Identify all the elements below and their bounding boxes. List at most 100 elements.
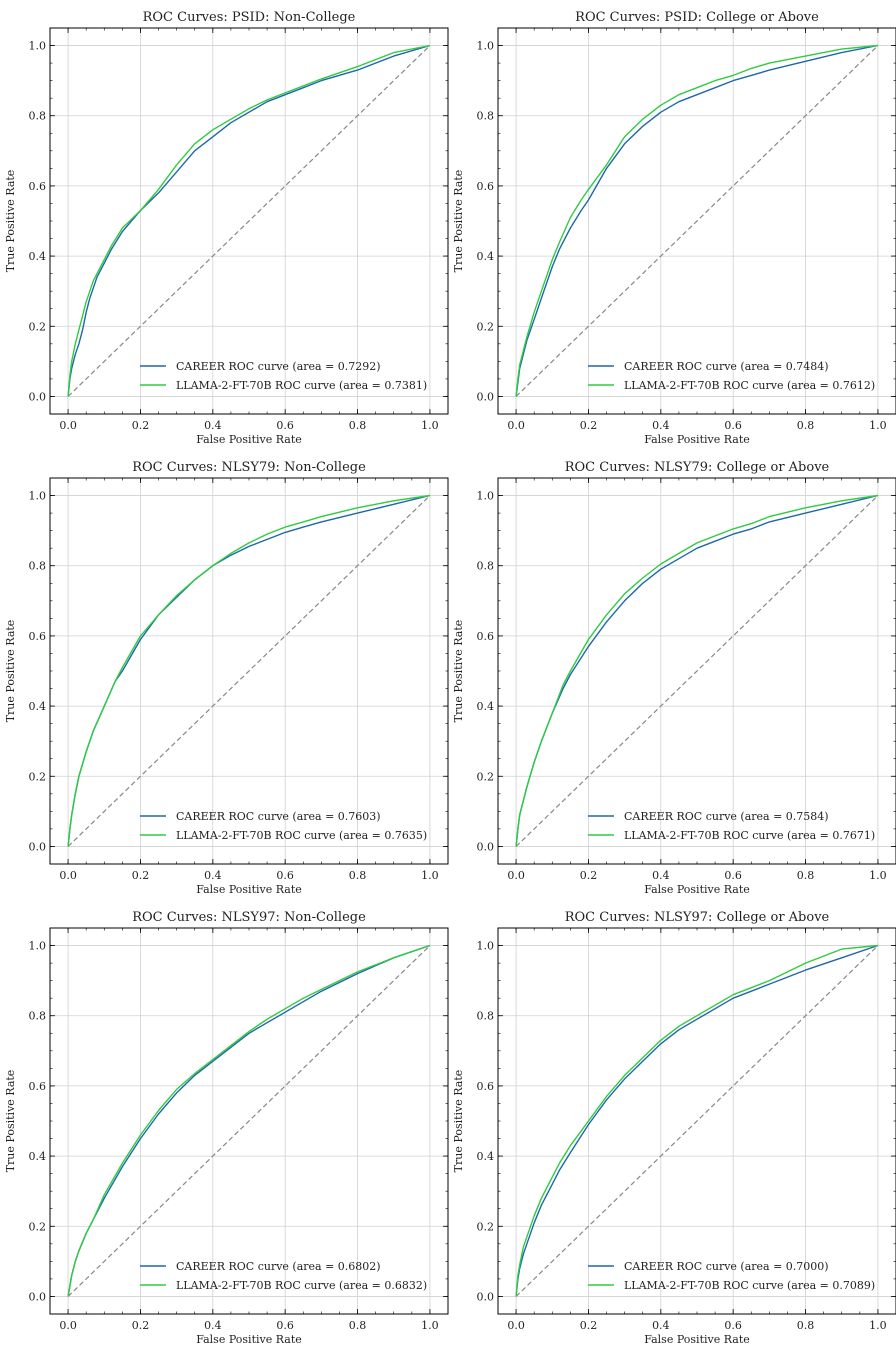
chart-title: ROC Curves: PSID: Non-College [143,10,356,25]
x-tick-label: 0.4 [652,869,670,882]
axes-frame [497,927,896,1315]
legend-label: LLAMA-2-FT-70B ROC curve (area = 0.7635) [176,829,427,842]
y-tick-label: 0.2 [29,1220,47,1233]
roc-panel: 0.0 0.2 0.4 0.6 0.8 1.0 0.0 0.2 0.4 0.6 0.8 1.0 ROC … [4,460,449,896]
x-tick-label: 0.4 [204,419,222,432]
y-tick-label: 0.4 [29,700,47,713]
roc-panel: 0.0 0.2 0.4 0.6 0.8 1.0 0.0 0.2 0.4 0.6 0.8 1.0 ROC … [452,910,896,1346]
legend-label: CAREER ROC curve (area = 0.6802) [176,1260,381,1273]
y-tick-label: 0.2 [477,320,495,333]
x-tick-label: 0.8 [349,869,367,882]
x-tick-label: 0.2 [580,869,598,882]
chart-title: ROC Curves: NLSY97: Non-College [132,910,366,925]
y-tick-label: 0.0 [29,390,47,403]
roc-panel: 0.0 0.2 0.4 0.6 0.8 1.0 0.0 0.2 0.4 0.6 0.8 1.0 ROC … [452,460,896,896]
diagonal-reference-line [515,495,879,847]
x-tick-label: 1.0 [869,419,887,432]
legend-label: CAREER ROC curve (area = 0.7484) [624,360,829,373]
x-tick-label: 0.2 [132,419,150,432]
series-line-llama [67,44,431,397]
legend: CAREER ROC curve (area = 0.7603) LLAMA-2-… [140,810,427,842]
roc-panel: 0.0 0.2 0.4 0.6 0.8 1.0 0.0 0.2 0.4 0.6 0.8 1.0 ROC … [452,10,896,446]
x-tick-label: 0.6 [276,419,294,432]
y-tick-label: 0.8 [29,110,47,123]
y-axis-label: True Positive Rate [4,1070,17,1173]
legend-label: LLAMA-2-FT-70B ROC curve (area = 0.7612) [624,379,875,392]
y-tick-label: 0.0 [477,840,495,853]
x-tick-label: 0.0 [59,1319,77,1332]
x-tick-label: 0.0 [59,419,77,432]
diagonal-reference-line [67,495,431,847]
x-tick-label: 0.8 [797,419,815,432]
x-tick-label: 0.2 [580,1319,598,1332]
x-axis-label: False Positive Rate [644,433,750,446]
x-tick-label: 0.8 [349,1319,367,1332]
y-tick-label: 1.0 [29,490,47,503]
x-tick-label: 0.6 [276,869,294,882]
x-tick-label: 0.4 [204,1319,222,1332]
x-tick-label: 1.0 [421,1319,439,1332]
x-tick-label: 0.6 [724,1319,742,1332]
x-tick-label: 1.0 [869,1319,887,1332]
x-tick-label: 0.8 [797,869,815,882]
x-tick-label: 0.2 [132,1319,150,1332]
legend: CAREER ROC curve (area = 0.6802) LLAMA-2-… [140,1260,427,1292]
y-tick-label: 0.6 [29,180,47,193]
chart-title: ROC Curves: NLSY79: College or Above [565,460,830,475]
y-tick-label: 1.0 [477,940,495,953]
y-tick-label: 0.6 [29,630,47,643]
diagonal-reference-line [515,45,879,397]
y-axis-label: True Positive Rate [452,620,465,723]
chart-title: ROC Curves: NLSY97: College or Above [565,910,830,925]
roc-panel: 0.0 0.2 0.4 0.6 0.8 1.0 0.0 0.2 0.4 0.6 0.8 1.0 ROC … [4,10,449,446]
x-axis-label: False Positive Rate [644,883,750,896]
legend-label: LLAMA-2-FT-70B ROC curve (area = 0.6832) [176,1279,427,1292]
y-axis-label: True Positive Rate [452,170,465,273]
x-tick-label: 0.4 [204,869,222,882]
y-tick-label: 0.8 [29,560,47,573]
x-axis-label: False Positive Rate [644,1333,750,1346]
axes-frame [497,477,896,865]
x-tick-label: 0.2 [132,869,150,882]
x-tick-label: 0.2 [580,419,598,432]
axes-frame [49,927,449,1315]
diagonal-reference-line [67,945,431,1297]
x-tick-label: 0.4 [652,1319,670,1332]
y-tick-label: 0.6 [477,630,495,643]
x-tick-label: 0.0 [507,1319,525,1332]
y-tick-label: 0.8 [477,560,495,573]
x-tick-label: 1.0 [421,419,439,432]
legend-label: CAREER ROC curve (area = 0.7603) [176,810,381,823]
x-tick-label: 1.0 [869,869,887,882]
y-tick-label: 0.4 [477,700,495,713]
y-tick-label: 0.6 [29,1080,47,1093]
x-axis-label: False Positive Rate [196,433,302,446]
x-tick-label: 0.8 [349,419,367,432]
y-tick-label: 1.0 [477,490,495,503]
y-tick-label: 1.0 [29,940,47,953]
legend-label: CAREER ROC curve (area = 0.7584) [624,810,829,823]
y-tick-label: 1.0 [477,40,495,53]
y-tick-label: 0.0 [29,1290,47,1303]
y-axis-label: True Positive Rate [4,170,17,273]
diagonal-reference-line [515,945,879,1297]
series-line-llama [67,944,431,1297]
legend: CAREER ROC curve (area = 0.7000) LLAMA-2-… [588,1260,875,1292]
series-line-llama [515,944,878,1297]
x-tick-label: 0.6 [724,419,742,432]
x-tick-label: 0.0 [507,419,525,432]
legend-label: LLAMA-2-FT-70B ROC curve (area = 0.7381) [176,379,427,392]
axes-frame [497,27,896,415]
series-line-career [515,44,879,397]
x-axis-label: False Positive Rate [196,883,302,896]
diagonal-reference-line [67,45,431,397]
x-axis-label: False Positive Rate [196,1333,302,1346]
x-tick-label: 0.4 [652,419,670,432]
y-tick-label: 0.0 [29,840,47,853]
y-tick-label: 0.6 [477,1080,495,1093]
x-tick-label: 0.0 [59,869,77,882]
y-tick-label: 0.8 [477,110,495,123]
y-tick-label: 0.8 [477,1010,495,1023]
y-tick-label: 0.0 [477,1290,495,1303]
x-tick-label: 1.0 [421,869,439,882]
